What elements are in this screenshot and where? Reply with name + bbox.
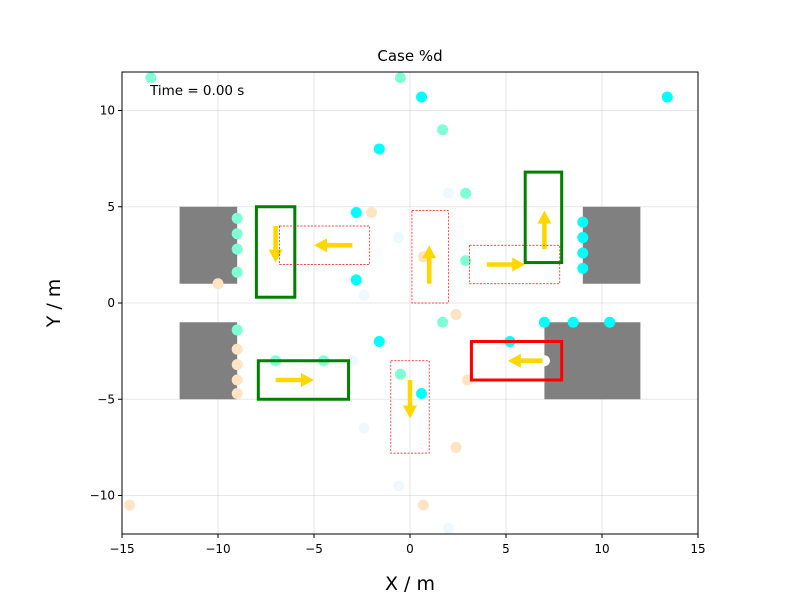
scatter-point: [661, 91, 673, 103]
obstacles: [179, 206, 641, 400]
red-vehicle-box: [469, 340, 564, 382]
obstacle-block: [179, 206, 238, 284]
scatter-point: [350, 207, 362, 219]
scatter-point: [437, 124, 449, 136]
dashed-vehicle-box: [469, 244, 561, 285]
axis-ticks: −15 −10 −5 0 5 10 15 −10 −5 0 5 10: [90, 104, 706, 557]
scatter-point: [577, 262, 589, 274]
green-vehicle-box: [256, 359, 351, 401]
heading-arrow: [486, 257, 526, 272]
y-tick-label: 5: [107, 200, 115, 214]
heading-arrow: [422, 245, 437, 284]
scatter-point: [358, 422, 370, 434]
vehicles: [254, 170, 564, 454]
y-tick-label: 0: [107, 296, 115, 310]
y-tick-label: 10: [100, 104, 115, 118]
x-tick-label: −10: [205, 542, 230, 556]
scatter-point: [124, 499, 136, 511]
scatter-point: [392, 480, 404, 492]
x-tick-label: −15: [109, 542, 134, 556]
obstacle-block: [544, 322, 641, 400]
scatter-point: [231, 343, 243, 355]
scatter-point: [577, 247, 589, 259]
scatter-point: [392, 232, 404, 244]
chart-title: Case %d: [377, 47, 442, 65]
scatter-point: [394, 72, 406, 84]
obstacle-block: [179, 322, 238, 400]
heading-arrow: [275, 373, 314, 387]
scatter-point: [577, 216, 589, 228]
scatter-point: [577, 232, 589, 244]
scatter-point: [538, 316, 550, 328]
scatter-point: [450, 309, 462, 321]
heading-arrow: [268, 226, 283, 263]
dashed-vehicle-box: [411, 210, 449, 304]
obstacle-block: [582, 206, 641, 284]
x-tick-label: 15: [690, 542, 705, 556]
scatter-point: [231, 374, 243, 386]
dashed-vehicle-box: [279, 225, 371, 265]
y-tick-label: −10: [90, 489, 115, 503]
scatter-point: [460, 187, 472, 199]
green-vehicle-box: [523, 170, 564, 265]
scatter-point: [538, 355, 550, 367]
scatter-point: [442, 187, 454, 199]
scatter-point: [460, 255, 472, 267]
scatter-point: [231, 359, 243, 371]
scatter-point: [373, 336, 385, 347]
x-tick-label: −5: [305, 542, 323, 556]
scatter-point: [231, 228, 243, 240]
scatter-point: [567, 316, 579, 328]
scatter-point: [212, 278, 224, 290]
x-axis-label: X / m: [385, 573, 435, 595]
heading-arrow: [537, 210, 552, 250]
y-tick-label: −5: [97, 392, 115, 406]
scatter-point: [350, 274, 362, 286]
scatter-point: [416, 91, 428, 103]
x-tick-label: 0: [406, 542, 414, 556]
scatter-point: [604, 316, 616, 328]
scatter-point: [231, 324, 243, 336]
scatter-point: [366, 207, 378, 219]
scatter-point: [437, 316, 449, 328]
dashed-vehicle-box: [390, 360, 430, 454]
scatter-point: [231, 243, 243, 255]
scatter-point: [417, 499, 429, 511]
green-vehicle-box: [254, 205, 297, 299]
scatter-point: [231, 266, 243, 278]
scatter-point: [358, 289, 370, 301]
heading-arrow: [314, 238, 353, 253]
heading-arrow: [507, 353, 543, 368]
x-tick-label: 5: [502, 542, 510, 556]
scatter-point: [416, 387, 428, 399]
heading-arrow: [403, 380, 417, 419]
scatter-point: [394, 368, 406, 380]
scatter-point: [442, 522, 454, 534]
scatter-point: [373, 143, 385, 155]
scatter-point: [145, 72, 157, 84]
time-annotation: Time = 0.00 s: [149, 83, 244, 99]
scatter-point: [231, 387, 243, 399]
y-axis-label: Y / m: [43, 279, 65, 329]
scatter-point: [231, 212, 243, 224]
scatter-points: [124, 72, 673, 534]
x-tick-label: 10: [594, 542, 609, 556]
scatter-point: [450, 441, 462, 453]
